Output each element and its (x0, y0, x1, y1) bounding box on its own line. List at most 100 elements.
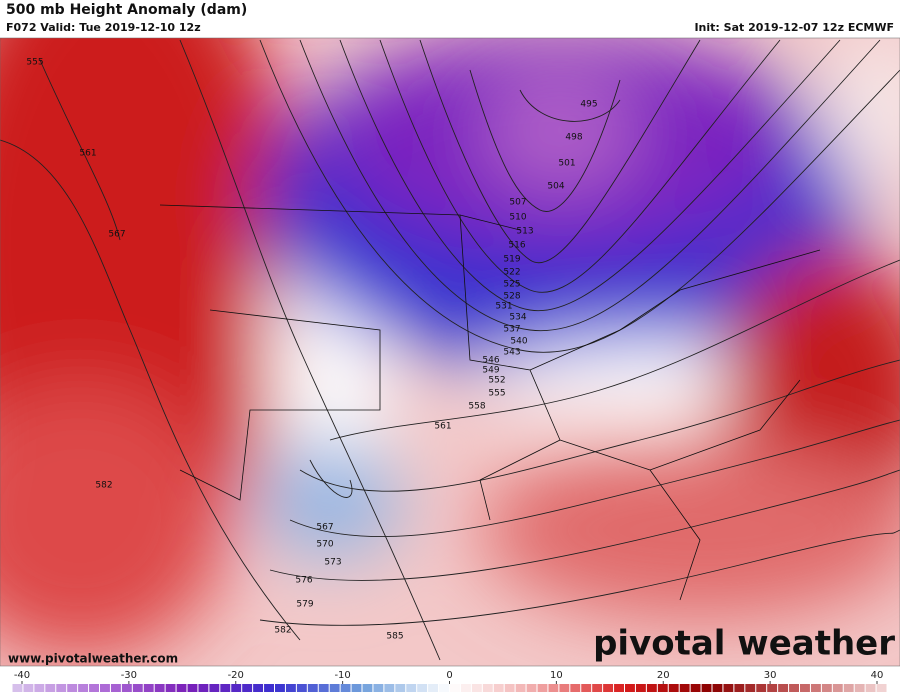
colorbar-swatch (12, 684, 23, 692)
contour-label: 525 (503, 280, 520, 290)
contour-label: 534 (509, 313, 526, 323)
colorbar-swatch (679, 684, 690, 692)
colorbar-swatch (351, 684, 362, 692)
colorbar-tick-label: 40 (871, 670, 884, 681)
colorbar-swatch (603, 684, 614, 692)
contour-label: 519 (503, 255, 520, 265)
colorbar-swatch (329, 684, 340, 692)
colorbar-swatch (668, 684, 679, 692)
colorbar-swatch (504, 684, 515, 692)
contour-label: 531 (495, 302, 512, 312)
colorbar-swatch (471, 684, 482, 692)
source-url: www.pivotalweather.com (8, 652, 178, 666)
state-borders (159, 204, 821, 601)
colorbar-swatch (242, 684, 253, 692)
colorbar-swatch (592, 684, 603, 692)
colorbar-swatch (307, 684, 318, 692)
colorbar-swatch (34, 684, 45, 692)
contour-label: 540 (510, 337, 527, 347)
colorbar-swatch (395, 684, 406, 692)
contour-label: 546 (482, 356, 499, 366)
colorbar-swatch (537, 684, 548, 692)
colorbar-tick-label: 20 (657, 670, 670, 681)
colorbar-swatch (460, 684, 471, 692)
contour-label: 495 (580, 100, 597, 110)
contour-label: 555 (488, 389, 505, 399)
contour-label: 576 (295, 576, 312, 586)
colorbar-swatch (45, 684, 56, 692)
colorbar-swatch (821, 684, 832, 692)
colorbar-swatch (548, 684, 559, 692)
colorbar-swatch (800, 684, 810, 692)
colorbar-swatch (220, 684, 231, 692)
colorbar-swatch (187, 684, 198, 692)
contour-label: 552 (488, 376, 505, 386)
colorbar-swatch (154, 684, 165, 692)
colorbar-swatch (209, 684, 220, 692)
contour-label: 561 (79, 149, 96, 159)
contour-labels: 555 561 567 582 495 498 501 504 507 510 513 516 519 5… (26, 58, 597, 642)
colorbar-swatch (439, 684, 449, 692)
colorbar-swatch (110, 684, 121, 692)
colorbar-swatch (854, 684, 865, 692)
colorbar-swatch (515, 684, 526, 692)
contour-label: 561 (434, 422, 451, 432)
colorbar-swatch (745, 684, 756, 692)
contour-label: 507 (509, 198, 526, 208)
colorbar-swatch (657, 684, 668, 692)
colorbar-swatch (198, 684, 209, 692)
colorbar-swatch (275, 684, 285, 692)
colorbar-tick-label: -10 (334, 670, 350, 681)
colorbar-swatch (646, 684, 657, 692)
contour-label: 582 (95, 481, 112, 491)
colorbar-swatch (231, 684, 242, 692)
colorbar-swatch (417, 684, 428, 692)
contour-label: 513 (516, 227, 533, 237)
colorbar-swatch (78, 684, 89, 692)
contour-label: 570 (316, 540, 333, 550)
contour-label: 537 (503, 325, 520, 335)
contour-label: 579 (296, 600, 313, 610)
contour-label: 558 (468, 402, 485, 412)
colorbar-tick-label: 30 (764, 670, 777, 681)
colorbar-swatch (559, 684, 570, 692)
contour-label: 573 (324, 558, 341, 568)
colorbar-tick-label: -40 (14, 670, 30, 681)
contour-label: 522 (503, 268, 520, 278)
colorbar-tick-label: 0 (446, 670, 452, 681)
colorbar-swatch (165, 684, 176, 692)
contour-label: 498 (565, 133, 582, 143)
colorbar-swatch (121, 684, 132, 692)
colorbar-swatch (176, 684, 187, 692)
contour-label: 549 (482, 366, 499, 376)
colorbar-swatch (778, 684, 789, 692)
contour-label: 585 (386, 632, 403, 642)
contour-label: 555 (26, 58, 43, 68)
colorbar-swatch (296, 684, 307, 692)
colorbar-swatch (450, 684, 460, 692)
colorbar-swatch (23, 684, 34, 692)
anomaly-field (0, 38, 900, 666)
colorbar-tick-label: 10 (550, 670, 563, 681)
colorbar-swatch (67, 684, 78, 692)
colorbar-swatch (526, 684, 537, 692)
contour-label: 567 (316, 523, 333, 533)
colorbar-swatch (635, 684, 646, 692)
colorbar-tick-label: -20 (228, 670, 244, 681)
colorbar-swatch (318, 684, 329, 692)
colorbar-swatch (789, 684, 799, 692)
colorbar-swatch (712, 684, 723, 692)
colorbar-swatch (89, 684, 99, 692)
colorbar-swatch (570, 684, 581, 692)
colorbar-swatch (843, 684, 854, 692)
colorbar-swatch (690, 684, 701, 692)
colorbar-swatch (865, 684, 876, 692)
contour-label: 528 (503, 292, 520, 302)
colorbar-swatch (340, 684, 351, 692)
height-contours (0, 39, 900, 661)
colorbar-swatch (406, 684, 417, 692)
colorbar-swatch (132, 684, 143, 692)
colorbar-swatch (756, 684, 767, 692)
contour-label: 567 (108, 230, 125, 240)
